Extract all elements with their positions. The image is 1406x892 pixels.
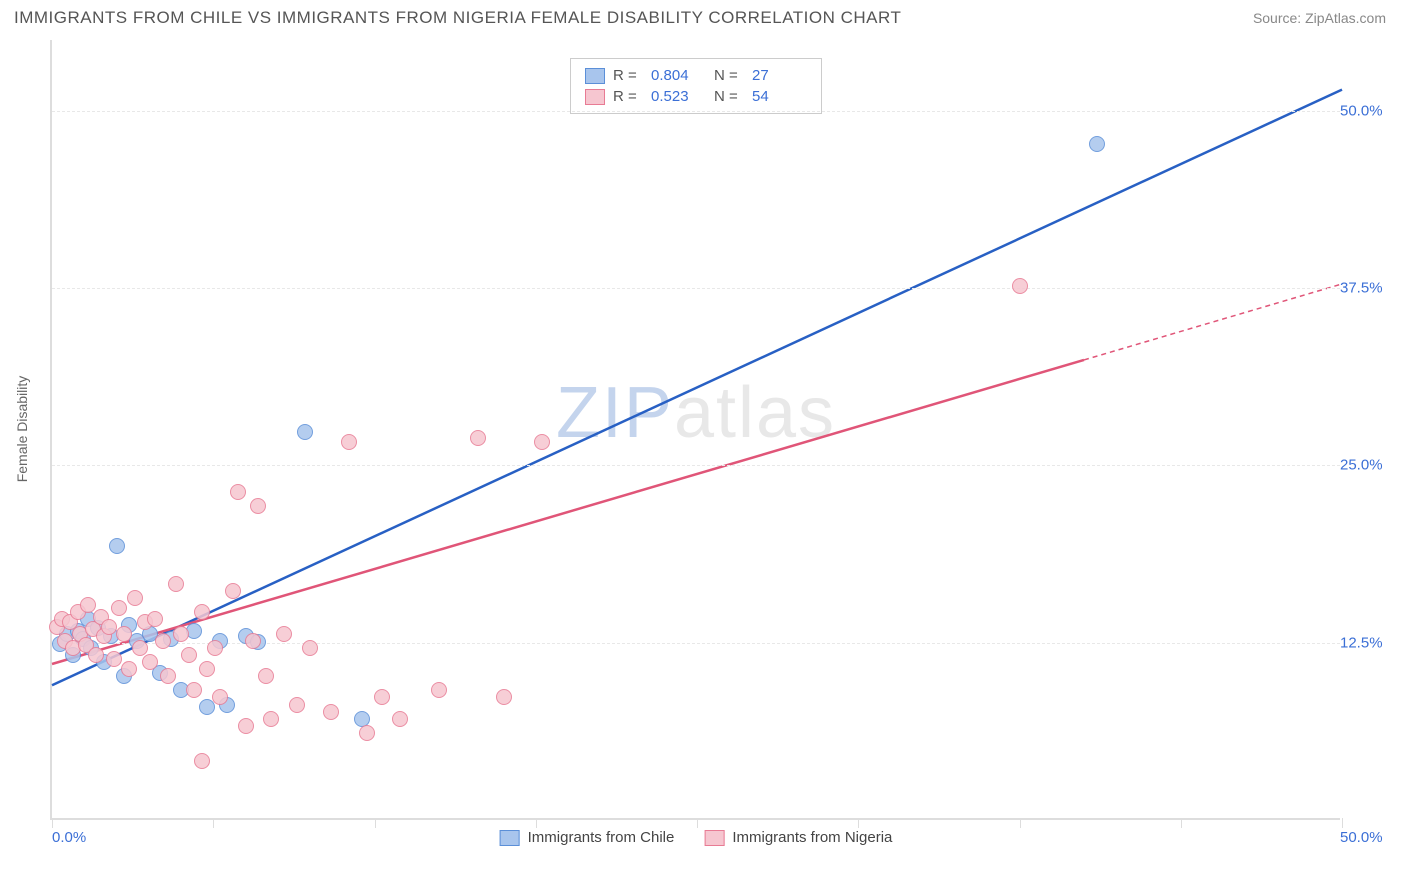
legend-label: Immigrants from Chile — [528, 829, 675, 846]
gridline — [52, 111, 1340, 112]
y-tick-label: 25.0% — [1340, 457, 1390, 474]
scatter-point-nigeria — [341, 434, 357, 450]
gridline — [52, 465, 1340, 466]
legend-stat-row-chile: R = 0.804 N = 27 — [585, 65, 807, 86]
r-label: R = — [613, 67, 643, 84]
source-attribution: Source: ZipAtlas.com — [1253, 10, 1386, 26]
n-value: 54 — [752, 88, 807, 105]
gridline — [52, 288, 1340, 289]
page-title: IMMIGRANTS FROM CHILE VS IMMIGRANTS FROM… — [14, 8, 901, 28]
scatter-point-nigeria — [496, 689, 512, 705]
scatter-point-nigeria — [225, 583, 241, 599]
scatter-point-nigeria — [263, 711, 279, 727]
x-tick — [536, 818, 537, 828]
scatter-point-nigeria — [431, 682, 447, 698]
scatter-point-nigeria — [132, 640, 148, 656]
scatter-point-nigeria — [258, 668, 274, 684]
scatter-point-nigeria — [199, 661, 215, 677]
scatter-point-nigeria — [186, 682, 202, 698]
x-tick — [858, 818, 859, 828]
r-value: 0.804 — [651, 67, 706, 84]
scatter-point-nigeria — [127, 590, 143, 606]
x-tick — [1342, 818, 1343, 828]
scatter-point-nigeria — [323, 704, 339, 720]
legend-series: Immigrants from Chile Immigrants from Nig… — [500, 829, 893, 846]
scatter-point-nigeria — [250, 498, 266, 514]
scatter-point-nigeria — [111, 600, 127, 616]
y-tick-label: 12.5% — [1340, 634, 1390, 651]
scatter-point-nigeria — [121, 661, 137, 677]
scatter-point-chile — [1089, 136, 1105, 152]
trend-lines — [52, 40, 1340, 818]
scatter-point-nigeria — [155, 633, 171, 649]
x-tick — [1181, 818, 1182, 828]
scatter-point-nigeria — [173, 626, 189, 642]
legend-swatch — [500, 830, 520, 846]
x-tick — [1020, 818, 1021, 828]
x-tick — [697, 818, 698, 828]
scatter-point-nigeria — [245, 633, 261, 649]
scatter-point-nigeria — [392, 711, 408, 727]
n-label: N = — [714, 67, 744, 84]
scatter-point-nigeria — [168, 576, 184, 592]
scatter-point-nigeria — [101, 619, 117, 635]
plot-area: ZIPatlas Female Disability 0.0% 50.0% R … — [50, 40, 1340, 820]
scatter-point-nigeria — [142, 654, 158, 670]
scatter-point-nigeria — [147, 611, 163, 627]
scatter-point-nigeria — [534, 434, 550, 450]
legend-swatch — [585, 68, 605, 84]
scatter-point-chile — [109, 538, 125, 554]
scatter-point-nigeria — [106, 651, 122, 667]
legend-correlation-stats: R = 0.804 N = 27 R = 0.523 N = 54 — [570, 58, 822, 114]
correlation-chart: ZIPatlas Female Disability 0.0% 50.0% R … — [50, 40, 1390, 850]
n-label: N = — [714, 88, 744, 105]
legend-stat-row-nigeria: R = 0.523 N = 54 — [585, 86, 807, 107]
scatter-point-nigeria — [470, 430, 486, 446]
x-tick — [213, 818, 214, 828]
scatter-point-nigeria — [212, 689, 228, 705]
y-tick-label: 50.0% — [1340, 102, 1390, 119]
scatter-point-nigeria — [160, 668, 176, 684]
scatter-point-nigeria — [374, 689, 390, 705]
x-axis-min-label: 0.0% — [52, 829, 86, 846]
legend-swatch — [704, 830, 724, 846]
n-value: 27 — [752, 67, 807, 84]
scatter-point-nigeria — [230, 484, 246, 500]
scatter-point-nigeria — [194, 604, 210, 620]
x-tick — [52, 818, 53, 828]
legend-swatch — [585, 89, 605, 105]
r-label: R = — [613, 88, 643, 105]
scatter-point-nigeria — [276, 626, 292, 642]
r-value: 0.523 — [651, 88, 706, 105]
y-tick-label: 37.5% — [1340, 280, 1390, 297]
y-axis-label: Female Disability — [14, 376, 30, 483]
scatter-point-nigeria — [181, 647, 197, 663]
scatter-point-nigeria — [289, 697, 305, 713]
legend-item-chile: Immigrants from Chile — [500, 829, 675, 846]
scatter-point-nigeria — [302, 640, 318, 656]
scatter-point-chile — [297, 424, 313, 440]
scatter-point-nigeria — [116, 626, 132, 642]
scatter-point-nigeria — [1012, 278, 1028, 294]
legend-item-nigeria: Immigrants from Nigeria — [704, 829, 892, 846]
x-axis-max-label: 50.0% — [1340, 829, 1390, 846]
legend-label: Immigrants from Nigeria — [732, 829, 892, 846]
scatter-point-nigeria — [359, 725, 375, 741]
scatter-point-nigeria — [207, 640, 223, 656]
x-tick — [375, 818, 376, 828]
scatter-point-nigeria — [88, 647, 104, 663]
scatter-point-nigeria — [238, 718, 254, 734]
scatter-point-nigeria — [194, 753, 210, 769]
